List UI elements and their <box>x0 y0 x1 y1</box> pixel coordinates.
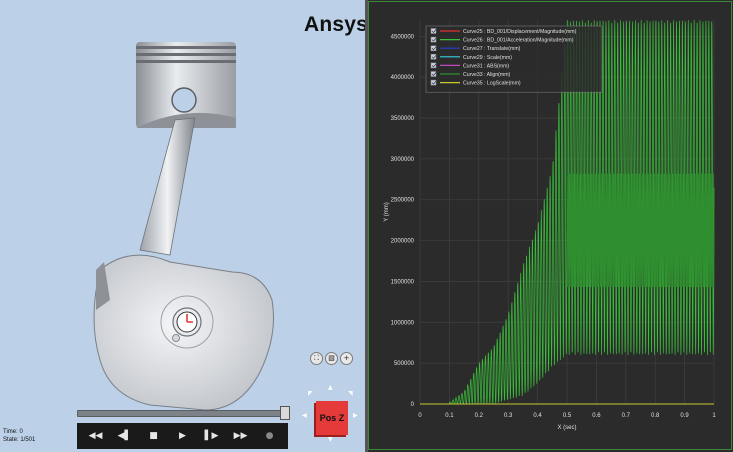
legend-checkbox[interactable] <box>430 71 437 77</box>
x-tick-label: 1 <box>712 413 716 419</box>
check-icon <box>431 63 437 68</box>
x-tick-label: 0.9 <box>680 413 689 419</box>
y-tick-label: 500000 <box>394 361 415 367</box>
legend-box <box>425 25 603 93</box>
view-cube-face[interactable]: Pos Z <box>316 401 348 435</box>
y-tick-label: 1500000 <box>391 279 415 285</box>
check-icon <box>431 46 437 51</box>
engine-model <box>93 42 274 411</box>
stop-icon[interactable]: ■ <box>149 431 158 441</box>
x-tick-label: 0.2 <box>475 413 484 419</box>
view-cube[interactable]: ▲ ▼ ◀ ▶ ◤ ◥ Pos Z <box>300 382 362 444</box>
y-tick-label: 2000000 <box>391 239 415 245</box>
legend-checkbox[interactable] <box>430 28 437 34</box>
series-line <box>420 19 715 405</box>
y-tick-label: 3000000 <box>391 157 415 163</box>
legend-checkbox[interactable] <box>430 79 437 86</box>
state-label: State: 1/501 <box>3 437 36 443</box>
brand-logo: Ansys <box>304 13 365 36</box>
record-icon[interactable]: ● <box>265 431 274 441</box>
legend-entry: Curve25 : BD_001/Displacement/Magnitude(… <box>463 29 577 35</box>
y-tick-label: 3500000 <box>391 116 415 122</box>
legend-entry: Curve31 : ABS(mm) <box>463 63 509 69</box>
left-arrow-icon[interactable]: ◀ <box>302 412 307 419</box>
fit-view-icon[interactable]: ⛶ <box>310 352 323 365</box>
step-back-icon[interactable]: ◀▌ <box>117 431 132 441</box>
playback-toolbar: ◀◀ ◀▌ ■ ▶ ▌▶ ▶▶ ● <box>77 423 288 449</box>
piston <box>136 42 236 128</box>
legend-entry: Curve29 : Scale(mm) <box>463 55 512 61</box>
x-tick-label: 0.7 <box>622 413 631 419</box>
3d-viewport[interactable]: Ansys Time: 0 State: 1/501 ⛶ ▧ + ▲ ▼ ◀ ▶… <box>0 0 365 452</box>
xy-chart[interactable]: 0 0.1 0.2 0.3 0.4 0.5 0.6 0.7 0.8 0.9 1 0 500000 1000… <box>368 0 733 452</box>
x-tick-label: 0.5 <box>563 413 572 419</box>
rewind-icon[interactable]: ◀◀ <box>88 431 103 441</box>
check-icon <box>431 72 437 77</box>
connecting-rod <box>139 117 196 256</box>
up-arrow-icon[interactable]: ▲ <box>328 384 333 391</box>
fast-forward-icon[interactable]: ▶▶ <box>233 431 248 441</box>
zoom-in-icon[interactable]: + <box>340 352 353 365</box>
check-icon <box>431 37 437 42</box>
check-icon <box>431 80 437 85</box>
y-tick-label: 2500000 <box>391 198 415 204</box>
right-arrow-icon[interactable]: ▶ <box>353 412 358 419</box>
rotate-cw-icon[interactable]: ◥ <box>348 390 353 397</box>
x-tick-label: 0.8 <box>651 413 660 419</box>
timeline-slider[interactable] <box>77 410 285 417</box>
x-tick-label: 0.4 <box>533 413 542 419</box>
legend-entry: Curve26 : BD_001/Acceleration/Magnitude(… <box>463 38 574 44</box>
legend-checkbox[interactable] <box>430 45 437 51</box>
x-tick-label: 0 <box>418 413 422 419</box>
step-forward-icon[interactable]: ▌▶ <box>204 431 219 441</box>
legend-checkbox[interactable] <box>430 36 437 43</box>
y-tick-label: 4500000 <box>391 34 415 40</box>
x-axis-label: X (sec) <box>557 425 576 431</box>
series-line <box>566 173 715 288</box>
rotate-ccw-icon[interactable]: ◤ <box>308 390 313 397</box>
legend-entry: Curve33 : Align(mm) <box>463 72 511 78</box>
y-tick-label: 4000000 <box>391 75 415 81</box>
plot-frame <box>368 1 732 450</box>
time-label: Time: 0 <box>3 429 23 435</box>
play-icon[interactable]: ▶ <box>179 431 186 441</box>
check-icon <box>431 29 437 34</box>
y-axis-label: Y (mm) <box>384 202 390 222</box>
down-arrow-icon[interactable]: ▼ <box>328 436 333 443</box>
layers-icon[interactable]: ▧ <box>325 352 338 365</box>
timeline-handle[interactable] <box>280 406 290 420</box>
crankshaft <box>93 254 274 411</box>
view-toolbar: ⛶ ▧ + <box>310 352 353 365</box>
y-tick-label: 1000000 <box>391 320 415 326</box>
pane-splitter[interactable] <box>365 0 368 452</box>
y-tick-label: 0 <box>411 402 415 408</box>
legend-checkbox[interactable] <box>430 62 437 69</box>
legend-entry: Curve35 : LogScale(mm) <box>463 81 521 87</box>
x-tick-label: 0.1 <box>445 413 454 419</box>
x-tick-label: 0.6 <box>592 413 601 419</box>
check-icon <box>431 55 437 59</box>
x-tick-label: 0.3 <box>504 413 513 419</box>
legend-checkbox[interactable] <box>430 54 437 60</box>
legend-entry: Curve27 : Translate(mm) <box>463 46 521 52</box>
